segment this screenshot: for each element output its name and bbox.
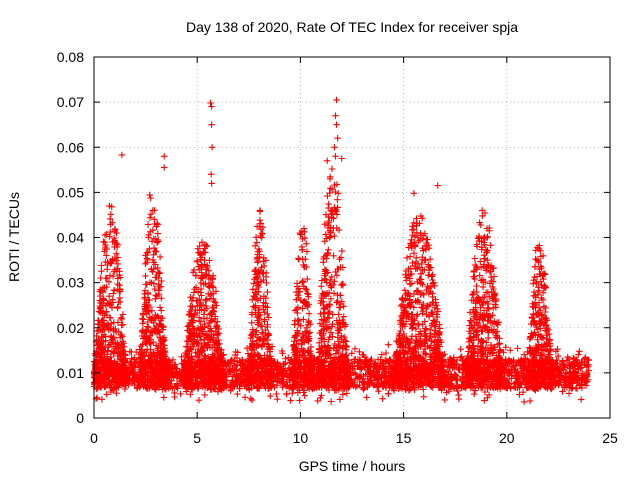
data-point: [98, 396, 106, 403]
data-point: [559, 388, 566, 395]
data-point: [465, 348, 472, 355]
data-point: [564, 353, 571, 361]
data-point: [103, 391, 110, 398]
data-point: [279, 350, 286, 357]
data-point: [420, 393, 427, 400]
data-point: [273, 390, 280, 398]
data-point: [241, 394, 249, 401]
data-point: [514, 345, 521, 352]
data-point: [160, 394, 167, 401]
data-point: [575, 351, 582, 358]
data-point: [353, 382, 361, 390]
data-point: [457, 346, 464, 353]
data-point: [356, 348, 363, 355]
data-point: [555, 352, 562, 360]
data-point: [93, 394, 101, 401]
data-point: [187, 391, 194, 398]
data-point: [363, 394, 370, 401]
data-point: [195, 397, 203, 404]
data-point: [279, 384, 286, 391]
data-point: [280, 361, 288, 368]
data-points: [90, 96, 592, 406]
data-point: [169, 356, 177, 363]
data-point: [128, 348, 135, 356]
data-point: [507, 347, 514, 354]
data-point: [520, 398, 528, 406]
data-point: [576, 348, 583, 355]
data-point: [405, 387, 413, 394]
data-point: [267, 392, 274, 400]
data-point: [578, 396, 585, 403]
data-point: [582, 382, 590, 389]
data-point: [348, 350, 355, 357]
data-point: [441, 396, 448, 404]
data-point: [351, 345, 359, 352]
data-point: [375, 388, 382, 395]
data-point: [343, 390, 350, 397]
data-point: [328, 398, 335, 405]
data-point: [274, 396, 281, 403]
